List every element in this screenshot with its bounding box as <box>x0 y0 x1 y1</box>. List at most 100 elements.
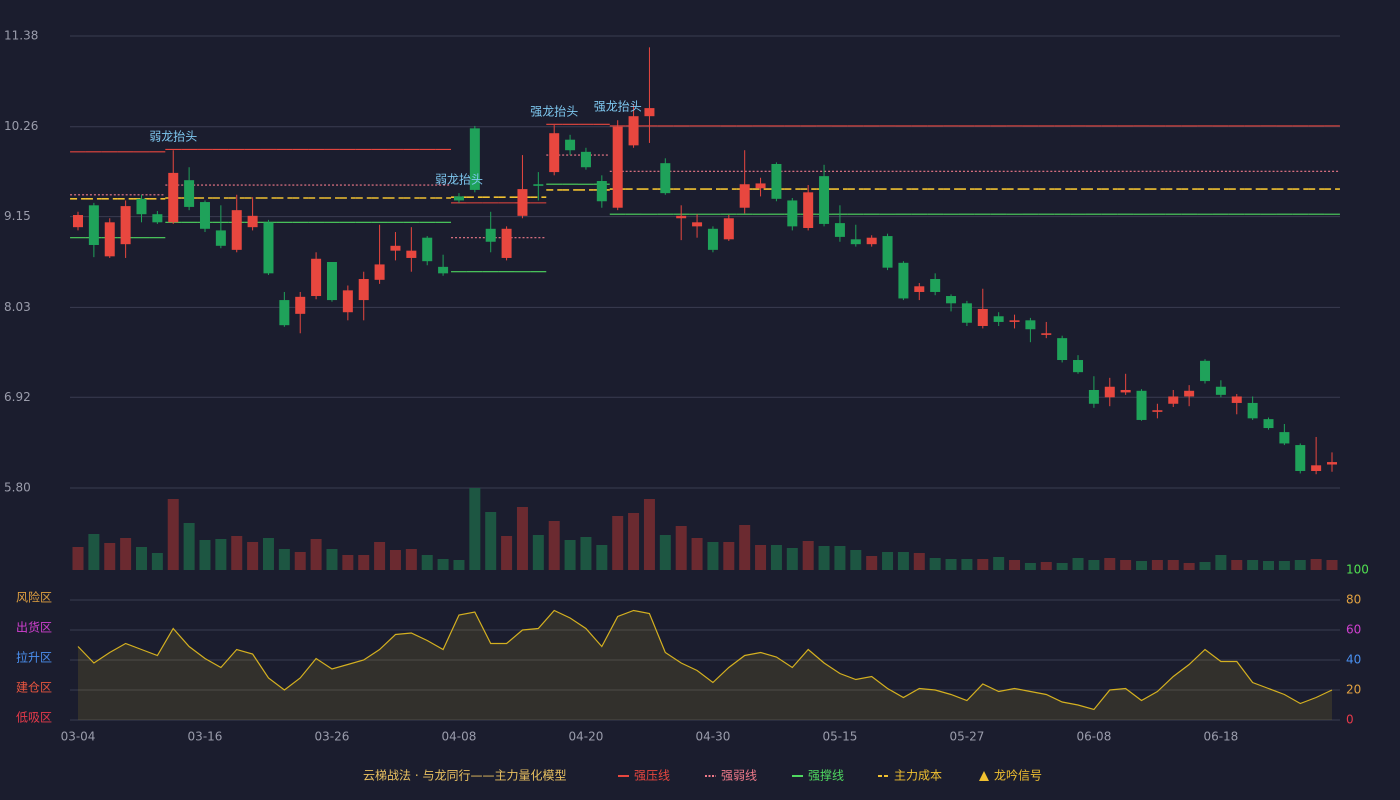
volume-bar <box>1310 559 1322 570</box>
candle-body <box>1247 402 1258 419</box>
candle-body <box>1215 386 1226 395</box>
volume-bar <box>1072 558 1084 570</box>
candle-body <box>215 230 226 246</box>
y-tick-label: 5.80 <box>4 481 31 495</box>
volume-bar <box>1136 561 1148 570</box>
candle-body <box>374 264 385 280</box>
volume-bar <box>643 499 655 570</box>
candle-body <box>231 210 242 250</box>
volume-bar <box>469 488 481 570</box>
volume-bar <box>850 550 862 570</box>
volume-bar <box>929 558 941 570</box>
candle-body <box>612 126 623 208</box>
zone-label: 拉升区 <box>16 650 52 665</box>
osc-tick-label: 100 <box>1346 563 1369 577</box>
legend-swatch <box>979 771 989 781</box>
x-tick-label: 05-27 <box>949 730 984 744</box>
volume-bar <box>675 526 687 570</box>
volume-bar <box>1088 560 1100 570</box>
volume-bar <box>1278 561 1290 570</box>
candle-body <box>660 163 671 194</box>
legend-label: 主力成本 <box>894 769 942 783</box>
candle-body <box>1263 419 1274 429</box>
volume-bar <box>1199 562 1211 570</box>
volume-bar <box>374 542 386 570</box>
volume-bar <box>88 534 100 570</box>
osc-area <box>78 610 1332 720</box>
candle-body <box>453 196 464 201</box>
volume-bar <box>977 559 989 570</box>
candle-body <box>1311 465 1322 471</box>
candle-body <box>295 296 306 314</box>
candle-body <box>644 108 655 117</box>
volume-bar <box>1263 561 1275 570</box>
volume-bar <box>961 559 973 570</box>
x-tick-label: 05-15 <box>822 730 857 744</box>
candle-body <box>628 116 639 146</box>
candle-body <box>1200 360 1211 382</box>
volume-bar <box>818 546 830 570</box>
candle-body <box>168 172 179 223</box>
candle-body <box>596 180 607 202</box>
volume-bar <box>913 553 925 570</box>
candle-body <box>1184 390 1195 397</box>
candle-body <box>882 236 893 268</box>
volume-bar <box>1104 558 1116 570</box>
volume-bar <box>802 541 814 570</box>
candle-body <box>898 262 909 299</box>
candle-body <box>771 163 782 199</box>
volume-bar <box>707 542 719 570</box>
y-tick-label: 11.38 <box>4 29 38 43</box>
volume-bar <box>532 535 544 570</box>
candle-body <box>580 151 591 168</box>
volume-bar <box>564 540 576 570</box>
volume-bar <box>120 538 132 570</box>
y-tick-label: 6.92 <box>4 390 31 404</box>
candle-body <box>438 266 449 274</box>
volume-bar <box>421 555 433 570</box>
y-tick-label: 8.03 <box>4 300 31 314</box>
y-tick-label: 10.26 <box>4 119 38 133</box>
volume-bar <box>72 547 84 570</box>
signal-label: 强龙抬头 <box>594 100 642 114</box>
volume-bar <box>786 548 798 570</box>
candle-body <box>104 222 115 257</box>
candle-body <box>199 202 210 229</box>
x-tick-label: 04-30 <box>695 730 730 744</box>
volume-bar <box>612 516 624 570</box>
candle-body <box>1168 396 1179 404</box>
volume-bar <box>548 521 560 570</box>
volume-bar <box>405 549 417 570</box>
volume-bar <box>389 550 401 570</box>
legend-label: 龙吟信号 <box>994 768 1042 783</box>
candle-body <box>152 214 163 223</box>
volume-bar <box>501 536 513 570</box>
candle-body <box>707 228 718 250</box>
zone-label: 出货区 <box>16 620 52 635</box>
candle-body <box>1120 389 1131 393</box>
candle-body <box>406 250 417 258</box>
volume-bar <box>247 542 259 570</box>
candle-body <box>501 228 512 258</box>
volume-bar <box>135 547 147 570</box>
volume-bar <box>628 513 640 570</box>
volume-bar <box>1120 560 1132 570</box>
volume-bar <box>151 553 163 570</box>
candle-body <box>930 279 941 292</box>
legend-label: 强压线 <box>634 769 670 783</box>
candle-body <box>1088 389 1099 404</box>
osc-tick-label: 40 <box>1346 653 1361 667</box>
candle-body <box>914 286 925 292</box>
volume-bar <box>262 538 274 570</box>
candle-body <box>1231 396 1242 403</box>
osc-line <box>77 609 1333 711</box>
volume-bar <box>104 543 116 570</box>
candle-body <box>263 222 274 274</box>
volume-bar <box>231 536 243 570</box>
volume-bar <box>882 552 894 570</box>
candle-body <box>977 308 988 326</box>
signal-label: 弱龙抬头 <box>435 173 483 187</box>
candle-body <box>311 258 322 297</box>
